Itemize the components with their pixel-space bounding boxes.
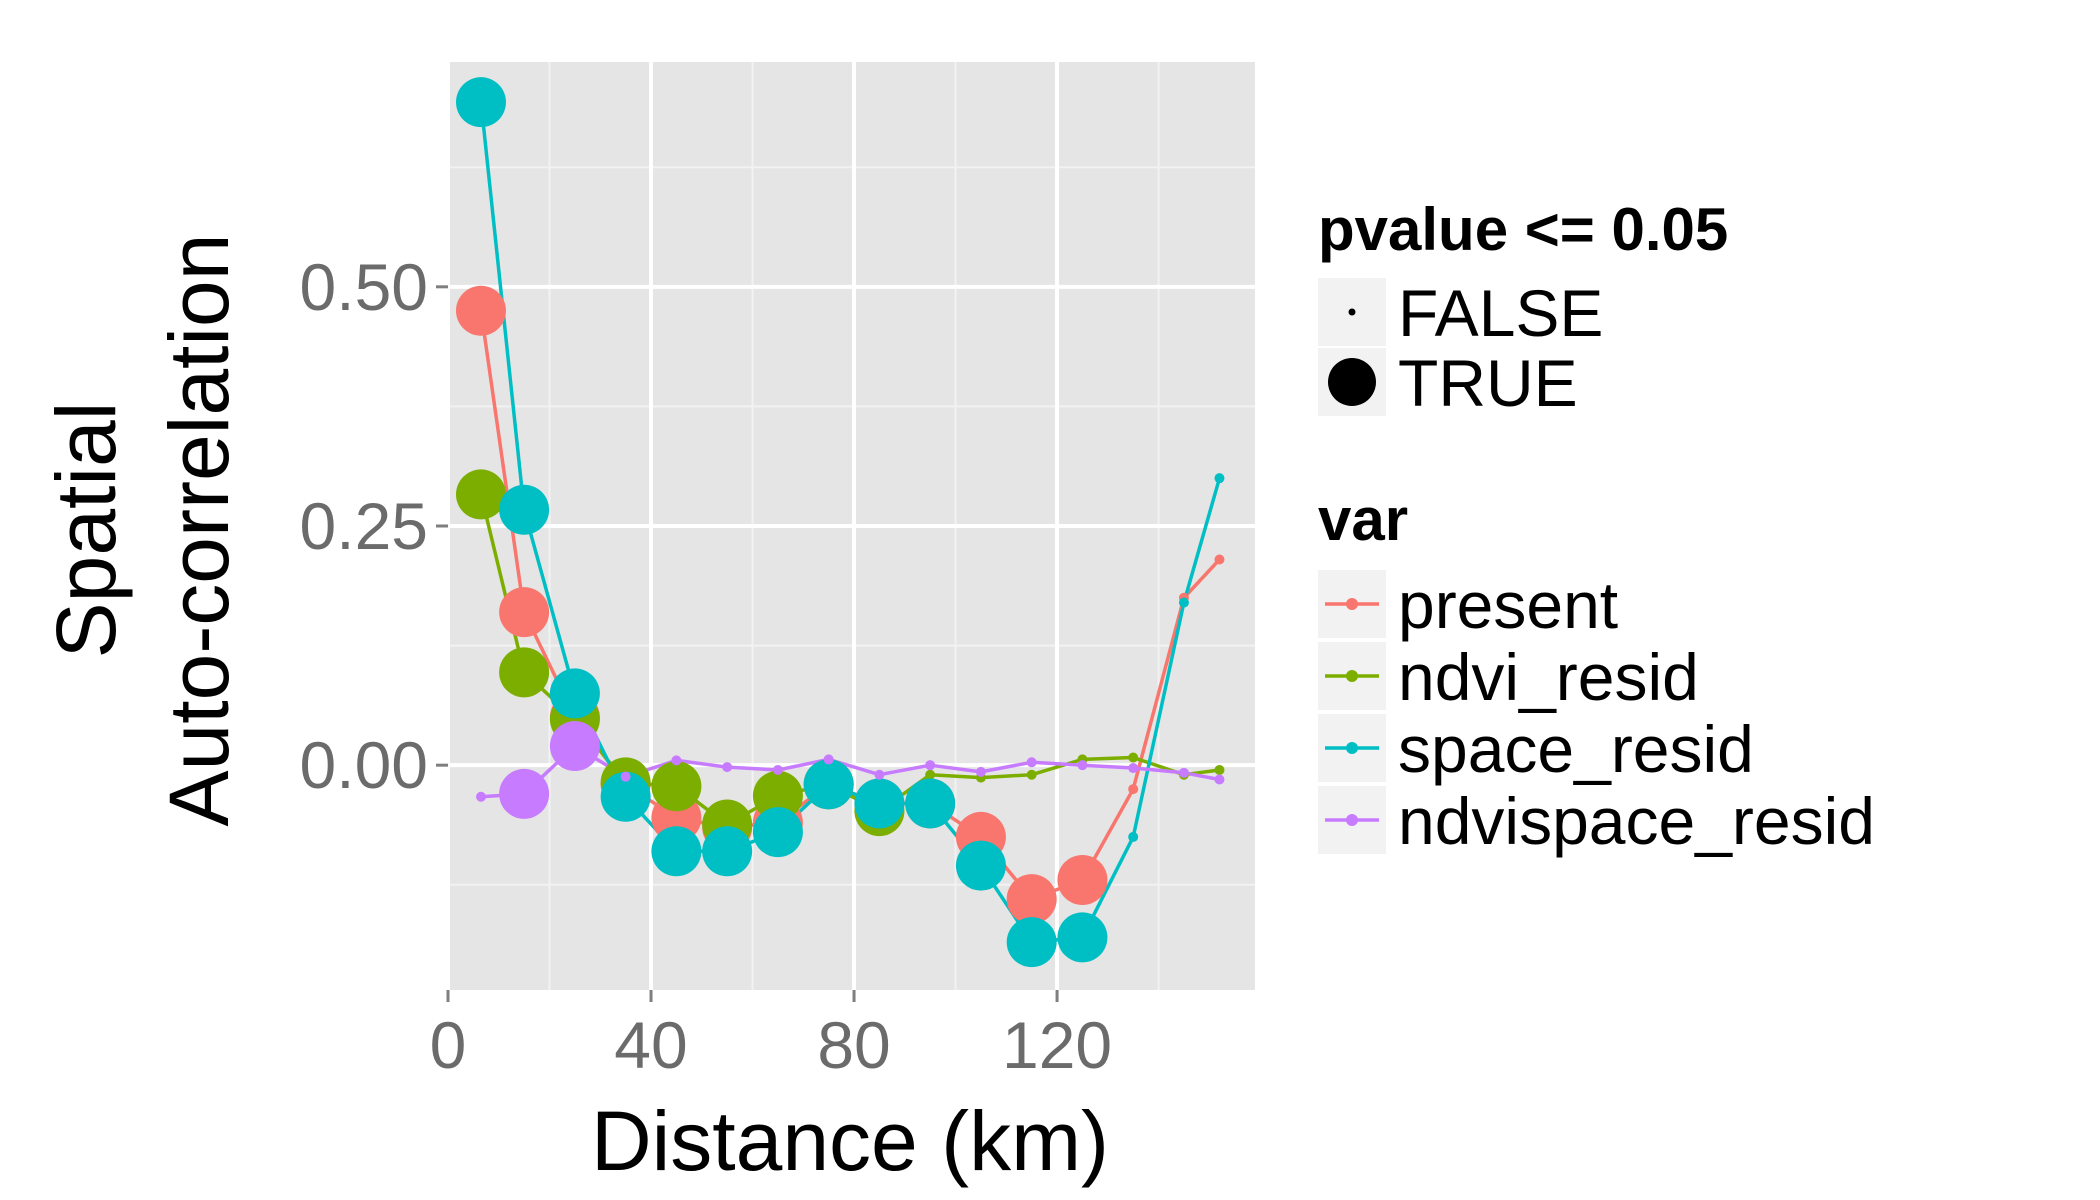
data-point-space_resid bbox=[1214, 473, 1225, 484]
x-tick-label: 0 bbox=[430, 1008, 467, 1082]
legend-label-ndvispace_resid: ndvispace_resid bbox=[1398, 784, 1875, 858]
grid-lines bbox=[446, 62, 1255, 990]
series-layer bbox=[455, 77, 1225, 968]
data-point-present bbox=[455, 285, 506, 336]
data-point-space_resid bbox=[1006, 917, 1057, 968]
series-line-space_resid bbox=[479, 102, 1222, 944]
data-point-ndvi_resid bbox=[499, 647, 550, 698]
y-tick-label: 0.50 bbox=[300, 250, 428, 324]
data-point-ndvi_resid bbox=[1128, 752, 1139, 763]
data-point-space_resid bbox=[752, 807, 803, 858]
axes: 0 40 80 120 0.00 0.25 0.50 bbox=[300, 250, 1113, 1082]
x-tick-label: 80 bbox=[817, 1008, 890, 1082]
data-point-ndvispace_resid bbox=[1077, 760, 1088, 771]
data-point-space_resid bbox=[651, 826, 702, 877]
data-point-present bbox=[1214, 554, 1225, 565]
legend-label-ndvi_resid: ndvi_resid bbox=[1398, 640, 1699, 714]
data-point-space_resid bbox=[455, 77, 506, 128]
data-point-space_resid bbox=[1057, 912, 1108, 963]
x-tick-label: 40 bbox=[614, 1008, 687, 1082]
legend-key-dot-present bbox=[1346, 598, 1358, 610]
data-point-ndvispace_resid bbox=[671, 755, 682, 766]
legend-label-false: FALSE bbox=[1398, 276, 1603, 350]
legend-key-dot-ndvi_resid bbox=[1346, 670, 1358, 682]
data-point-ndvispace_resid bbox=[772, 764, 783, 775]
data-point-present bbox=[1006, 874, 1057, 925]
legend-key-dot-ndvispace_resid bbox=[1346, 814, 1358, 826]
data-point-space_resid bbox=[549, 668, 600, 719]
data-point-ndvispace_resid bbox=[975, 766, 986, 777]
legend-var-title: var bbox=[1318, 486, 1408, 553]
data-point-space_resid bbox=[803, 759, 854, 810]
x-axis-title: Distance (km) bbox=[591, 1094, 1109, 1188]
legend-pvalue-title: pvalue <= 0.05 bbox=[1318, 196, 1728, 263]
data-point-ndvispace_resid bbox=[925, 760, 936, 771]
data-point-space_resid bbox=[499, 484, 550, 535]
x-tick-label: 120 bbox=[1002, 1008, 1112, 1082]
data-point-ndvi_resid bbox=[1026, 769, 1037, 780]
data-point-space_resid bbox=[955, 840, 1006, 891]
series-line-ndvispace_resid bbox=[480, 744, 1220, 799]
legend-key-dot-space_resid bbox=[1346, 742, 1358, 754]
data-point-ndvispace_resid bbox=[722, 762, 733, 773]
data-point-ndvi_resid bbox=[455, 469, 506, 520]
data-point-ndvispace_resid bbox=[549, 721, 600, 772]
data-point-space_resid bbox=[854, 778, 905, 829]
legend-var: var presentndvi_residspace_residndvispac… bbox=[1318, 486, 1875, 858]
data-point-ndvispace_resid bbox=[1178, 767, 1189, 778]
y-axis-title-line-2: Auto-correlation bbox=[152, 234, 246, 827]
data-point-space_resid bbox=[1128, 831, 1139, 842]
y-tick-label: 0.25 bbox=[300, 489, 428, 563]
data-point-ndvispace_resid bbox=[1214, 774, 1225, 785]
y-tick-label: 0.00 bbox=[300, 728, 428, 802]
data-point-present bbox=[1128, 784, 1139, 795]
legend-label-present: present bbox=[1398, 568, 1618, 642]
series-line-ndvi_resid bbox=[479, 493, 1220, 827]
data-point-space_resid bbox=[1178, 597, 1189, 608]
data-point-present bbox=[1057, 854, 1108, 905]
data-point-ndvispace_resid bbox=[475, 791, 486, 802]
legend-label-space_resid: space_resid bbox=[1398, 712, 1754, 786]
data-point-ndvi_resid bbox=[925, 769, 936, 780]
data-point-ndvispace_resid bbox=[1128, 763, 1139, 774]
data-point-space_resid bbox=[905, 778, 956, 829]
data-point-ndvispace_resid bbox=[874, 769, 885, 780]
data-point-ndvi_resid bbox=[1214, 764, 1225, 775]
legend-key-false-dot bbox=[1348, 308, 1356, 316]
data-point-ndvispace_resid bbox=[823, 754, 834, 765]
y-axis-title-line-1: Spatial bbox=[39, 402, 133, 659]
legend-key-true-dot bbox=[1328, 358, 1376, 406]
data-point-present bbox=[499, 587, 550, 638]
legend-pvalue: pvalue <= 0.05 FALSE TRUE bbox=[1318, 196, 1728, 420]
data-point-ndvi_resid bbox=[752, 770, 803, 821]
legend-var-entries: presentndvi_residspace_residndvispace_re… bbox=[1318, 568, 1875, 858]
data-point-ndvi_resid bbox=[651, 761, 702, 812]
data-point-ndvispace_resid bbox=[620, 771, 631, 782]
data-point-space_resid bbox=[600, 771, 651, 822]
data-point-ndvispace_resid bbox=[1026, 757, 1037, 768]
legend-label-true: TRUE bbox=[1398, 346, 1578, 420]
data-point-space_resid bbox=[702, 826, 753, 877]
data-point-ndvispace_resid bbox=[499, 768, 550, 819]
